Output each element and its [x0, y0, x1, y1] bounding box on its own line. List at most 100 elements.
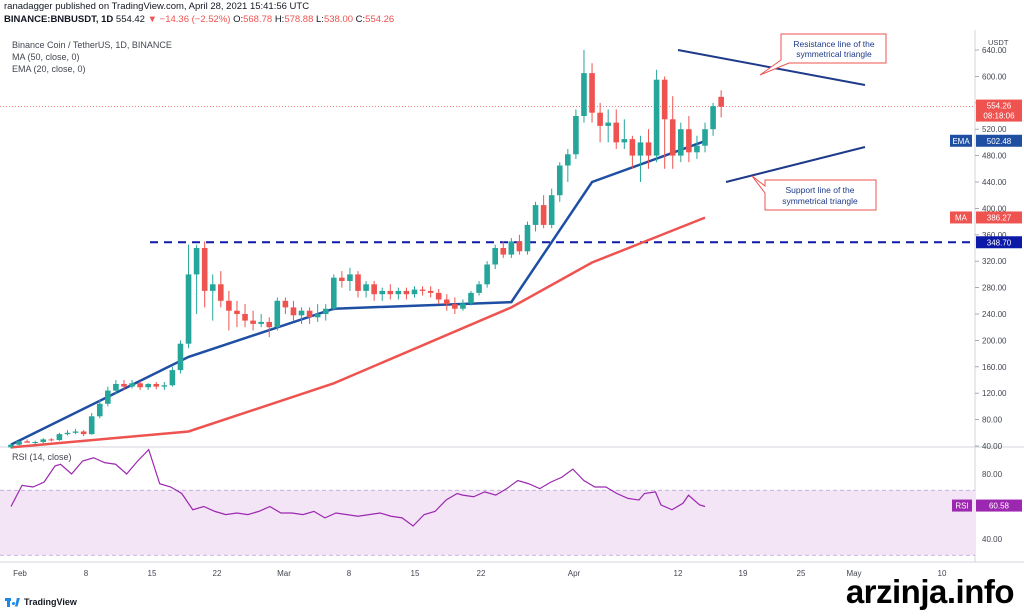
y-tick-label: 40.00 [982, 442, 1003, 451]
candle-body [556, 165, 563, 196]
candle-body [113, 383, 119, 391]
rsi-name-tag-text: RSI [955, 502, 968, 511]
last-price-tag-value: 554.26 [987, 102, 1012, 111]
legend-ma: MA (50, close, 0) [12, 52, 80, 62]
candle-body [452, 304, 458, 309]
candle-body [629, 139, 636, 156]
x-tick-label: 8 [84, 569, 89, 578]
candle-body [427, 290, 434, 293]
candle-body [282, 300, 289, 308]
y-tick-label: 160.00 [982, 363, 1007, 372]
symbol: BINANCE:BNBUSDT, 1D [4, 14, 114, 25]
candle-body [193, 248, 200, 275]
currency-label: USDT [988, 38, 1009, 47]
candle-body [500, 248, 507, 255]
candle-body [56, 434, 63, 441]
ema-value-tag [976, 134, 1022, 147]
candle-body [443, 299, 450, 305]
ma50-line [10, 216, 706, 449]
y-tick-label: 400.00 [982, 204, 1007, 213]
tradingview-logo[interactable]: TradingView [5, 597, 77, 607]
candle-body [161, 385, 168, 387]
close-label: C: [355, 14, 366, 25]
candle-body [581, 73, 587, 116]
candle-body [524, 224, 531, 252]
x-tick-label: May [846, 569, 861, 578]
candle-body [153, 383, 160, 387]
price-change: ▼ −14.36 (−2.52%) [147, 14, 231, 25]
candle-body [96, 403, 103, 417]
last-price-tag-countdown: 08:18:06 [983, 112, 1015, 121]
candle-body [347, 274, 353, 281]
candle-body [32, 442, 39, 444]
support-callout-text: symmetrical triangle [782, 196, 858, 206]
last-price-tag [976, 99, 1022, 122]
candle-body [532, 205, 539, 225]
candle-body [258, 321, 264, 324]
candle-body [177, 343, 184, 371]
candle-body [540, 205, 547, 225]
support-callout-box [751, 175, 877, 211]
candle-body [710, 106, 716, 130]
y-tick-label: 440.00 [982, 178, 1007, 187]
candle-body [468, 292, 474, 304]
candle-body [379, 290, 386, 295]
candle-body [411, 289, 418, 295]
candle-body [516, 241, 523, 252]
candle-body [290, 307, 297, 316]
resistance-callout-box [759, 33, 887, 76]
candle-body [129, 383, 135, 387]
candle-body [669, 119, 676, 156]
close-value: 554.26 [365, 14, 395, 25]
low-label: L: [316, 14, 324, 25]
x-tick-label: 19 [739, 569, 748, 578]
y-tick-label: 520.00 [982, 125, 1007, 134]
ema-name-tag [950, 134, 972, 147]
candle-body [72, 431, 79, 433]
y-tick-label: 240.00 [982, 310, 1007, 319]
x-tick-label: 10 [938, 569, 947, 578]
y-tick-label: 120.00 [982, 389, 1007, 398]
candle-body [331, 277, 337, 309]
support-trendline [725, 146, 866, 183]
candle-body [605, 122, 611, 126]
candle-body [339, 277, 345, 281]
candle-body [250, 320, 256, 324]
candle-body [363, 284, 369, 291]
legend-ema: EMA (20, close, 0) [12, 64, 86, 74]
rsi-y-tick-label: 80.00 [982, 470, 1003, 479]
candle-body [242, 314, 248, 321]
candle-body [145, 383, 151, 388]
x-tick-label: Feb [13, 569, 27, 578]
site-watermark: arzinja.info [845, 573, 1015, 610]
y-tick-label: 480.00 [982, 152, 1007, 161]
candle-body [395, 290, 402, 295]
candle-body [508, 241, 515, 255]
candle-body [653, 79, 660, 156]
author-line: ranadagger published on TradingView.com,… [4, 1, 310, 12]
open-label: O: [233, 14, 244, 25]
x-tick-label: 22 [477, 569, 486, 578]
candle-body [621, 139, 628, 143]
candle-body [403, 290, 410, 295]
rsi-value-tag-text: 60.58 [989, 502, 1010, 511]
candle-body [8, 444, 14, 448]
candle-body [371, 284, 377, 295]
candle-body [226, 300, 232, 311]
candle-body [169, 370, 176, 386]
support-level-tag [976, 236, 1022, 249]
candle-body [476, 284, 482, 293]
ma-name-tag [950, 211, 972, 224]
candle-body [686, 129, 692, 153]
candle-body [201, 248, 208, 291]
candle-body [387, 290, 394, 295]
x-tick-label: 22 [213, 569, 222, 578]
candle-body [435, 292, 442, 300]
x-tick-label: 15 [411, 569, 420, 578]
ema20-line [10, 139, 706, 446]
ohlc-line: BINANCE:BNBUSDT, 1D 554.42 ▼ −14.36 (−2.… [4, 14, 394, 25]
candle-body [565, 154, 571, 166]
candle-body [218, 284, 224, 301]
ma-value-tag [976, 211, 1022, 224]
high-value: 578.88 [284, 14, 314, 25]
